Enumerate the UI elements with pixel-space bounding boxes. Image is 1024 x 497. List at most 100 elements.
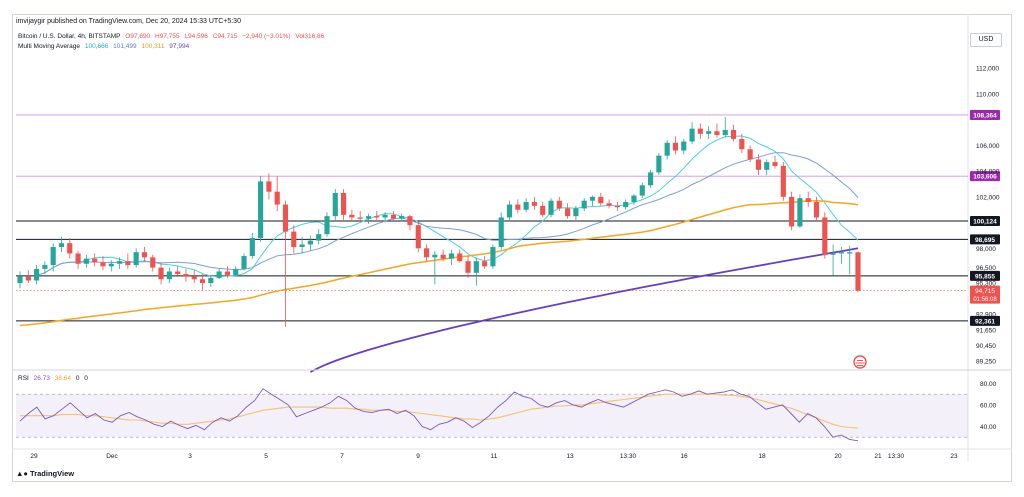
candle-body bbox=[772, 162, 778, 166]
level-price-label: 92,361 bbox=[975, 318, 995, 325]
price-tick-label: 104,000 bbox=[976, 169, 1000, 176]
ohlc-change: −2,940 (−3.01%) bbox=[242, 33, 291, 40]
level-price-tag bbox=[970, 270, 1000, 281]
candle-body bbox=[399, 216, 405, 219]
candle-body bbox=[166, 271, 172, 280]
candle-body bbox=[540, 205, 546, 215]
price-tick-label: 91,650 bbox=[976, 328, 996, 335]
rsi-value: 26.73 bbox=[33, 375, 50, 382]
candle-body bbox=[316, 234, 322, 241]
candles[interactable] bbox=[17, 117, 861, 327]
candle-body bbox=[797, 198, 803, 227]
candle-body bbox=[365, 216, 372, 219]
candle-body bbox=[150, 257, 156, 268]
candle-body bbox=[581, 200, 587, 209]
rsi-pane[interactable]: 80.00 60.00 40.00 bbox=[12, 369, 1012, 442]
candle-body bbox=[681, 141, 687, 151]
tradingview-logo-icon: ▲● bbox=[16, 469, 28, 478]
candle-body bbox=[183, 274, 189, 277]
candle-body bbox=[548, 200, 554, 215]
time-tick-label: 23 bbox=[950, 453, 958, 460]
candle-body bbox=[125, 261, 131, 266]
price-tick-label: 89,250 bbox=[976, 358, 996, 365]
time-tick-label: 13:30 bbox=[620, 453, 637, 460]
candle-body bbox=[531, 201, 537, 206]
volume: Vol316.86 bbox=[295, 33, 325, 40]
candle-body bbox=[598, 196, 604, 204]
ma-fast-line bbox=[36, 135, 859, 278]
ma-mid-line bbox=[36, 152, 859, 276]
level-price-label: 95,855 bbox=[975, 273, 995, 280]
candle-body bbox=[108, 263, 114, 267]
ma-value-2: 101,499 bbox=[113, 43, 137, 50]
candle-body bbox=[490, 247, 496, 267]
level-price-tag bbox=[970, 215, 1000, 226]
candle-body bbox=[656, 155, 662, 173]
candle-body bbox=[614, 205, 620, 208]
candle-body bbox=[697, 128, 703, 134]
rsi-level-label: 60.00 bbox=[980, 402, 997, 409]
candle-body bbox=[448, 253, 455, 259]
price-axis[interactable]: 112,000 110,000 106,000 104,000 102,000 98,00… bbox=[976, 66, 1000, 366]
candle-body bbox=[506, 204, 513, 218]
time-axis[interactable]: 29 Dec 3 5 7 9 11 13 13:30 16 18 20 21 13:30 23 bbox=[12, 448, 1012, 460]
tradingview-logo: ▲● TradingView bbox=[16, 469, 74, 478]
candle-body bbox=[216, 271, 222, 278]
candle-body bbox=[780, 165, 786, 197]
price-tick-label: 90,450 bbox=[976, 343, 996, 350]
time-tick-label: 5 bbox=[264, 453, 268, 460]
rsi-legend: RSI 26.73 38.64 0 0 bbox=[18, 375, 91, 382]
ma-value-1: 100,666 bbox=[84, 43, 109, 50]
last-price-tag bbox=[970, 285, 1000, 304]
candle-body bbox=[565, 208, 571, 217]
candle-body bbox=[556, 200, 562, 209]
currency-button[interactable]: USD bbox=[970, 33, 1002, 47]
candle-body bbox=[299, 244, 305, 248]
candle-body bbox=[589, 196, 596, 201]
candle-body bbox=[25, 276, 31, 281]
candle-body bbox=[838, 252, 844, 254]
candle-body bbox=[764, 162, 770, 170]
candle-body bbox=[830, 253, 836, 255]
horizontal-levels: 108,364103,606100,12498,69595,85592,3619… bbox=[16, 109, 1000, 326]
candle-body bbox=[100, 262, 106, 267]
ma-slow-line bbox=[19, 199, 859, 327]
candle-body bbox=[623, 201, 629, 208]
rsi-ma-line bbox=[20, 393, 859, 429]
candle-body bbox=[855, 252, 861, 291]
candle-body bbox=[92, 258, 98, 263]
candle-body bbox=[67, 243, 73, 254]
ma-label: Multi Moving Average bbox=[18, 43, 81, 50]
candle-body bbox=[17, 276, 23, 284]
candle-body bbox=[730, 129, 737, 139]
time-tick-label: 13:30 bbox=[888, 453, 905, 460]
candle-body bbox=[631, 195, 637, 202]
candle-body bbox=[141, 252, 148, 258]
candle-body bbox=[755, 159, 762, 170]
rsi-zero-1: 0 bbox=[75, 375, 80, 382]
candle-body bbox=[224, 271, 230, 276]
replay-icon[interactable] bbox=[853, 355, 867, 369]
time-tick-label: 20 bbox=[834, 453, 842, 460]
time-tick-label: 16 bbox=[680, 453, 688, 460]
time-tick-label: 18 bbox=[758, 453, 766, 460]
candle-body bbox=[722, 129, 728, 136]
candle-body bbox=[415, 225, 421, 249]
ohlc-open: O97,690 bbox=[125, 33, 151, 40]
candle-body bbox=[75, 253, 81, 264]
candle-body bbox=[291, 231, 297, 248]
rsi-band bbox=[16, 394, 968, 438]
candle-body bbox=[307, 240, 313, 245]
rsi-level-label: 80.00 bbox=[980, 381, 997, 388]
candle-body bbox=[407, 216, 413, 226]
time-tick-label: 7 bbox=[340, 453, 344, 460]
level-price-tag bbox=[970, 234, 1000, 245]
candle-body bbox=[648, 172, 654, 186]
candle-body bbox=[805, 198, 811, 202]
level-price-label: 103,606 bbox=[973, 174, 997, 181]
candle-body bbox=[374, 216, 380, 218]
publisher-info: imvijaygir published on TradingView.com,… bbox=[16, 18, 241, 25]
tradingview-brand: TradingView bbox=[30, 469, 75, 478]
ma-200-line bbox=[309, 247, 859, 373]
